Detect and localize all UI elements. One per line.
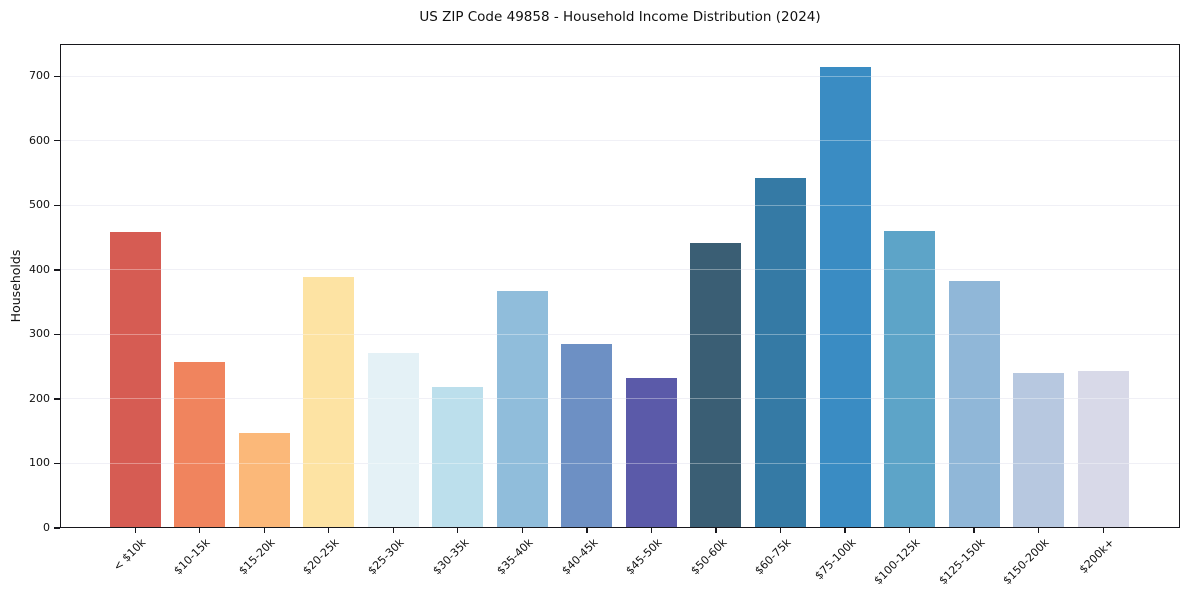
y-tick-mark xyxy=(54,462,60,465)
x-tick-mark xyxy=(973,528,975,533)
x-tick-label: $200k+ xyxy=(1076,536,1117,577)
y-tick-mark xyxy=(54,269,60,271)
x-tick-label: $10-15k xyxy=(171,536,213,578)
axes-frame xyxy=(60,44,1180,528)
y-tick-label: 700 xyxy=(29,69,50,83)
y-tick-mark xyxy=(54,398,60,400)
y-tick-label: 0 xyxy=(43,521,50,534)
x-tick-label: $125-150k xyxy=(936,536,988,588)
y-tick-label: 600 xyxy=(29,133,50,147)
x-tick-mark xyxy=(199,528,201,533)
x-tick-label: $20-25k xyxy=(300,536,342,578)
x-tick-mark xyxy=(908,528,911,533)
x-tick-mark xyxy=(457,528,459,533)
x-tick-label: $60-75k xyxy=(752,536,794,578)
x-tick-mark xyxy=(779,528,782,533)
x-tick-mark xyxy=(1037,528,1040,533)
x-tick-mark xyxy=(263,528,265,533)
y-tick-label: 500 xyxy=(29,198,50,212)
y-axis-label: Households xyxy=(8,249,23,323)
x-tick-label: $150-200k xyxy=(1000,536,1052,588)
x-tick-mark xyxy=(650,528,653,533)
x-tick-label: < $10k xyxy=(110,536,149,574)
y-tick-label: 400 xyxy=(29,262,50,276)
y-tick-label: 100 xyxy=(29,456,50,470)
y-tick-mark xyxy=(54,75,60,77)
y-tick-mark xyxy=(54,527,60,529)
x-tick-label: $40-45k xyxy=(558,536,601,578)
y-tick-mark xyxy=(54,333,60,336)
y-tick-label: 200 xyxy=(29,391,50,405)
x-tick-label: $35-40k xyxy=(494,536,536,578)
y-tick-mark xyxy=(54,140,60,142)
x-tick-mark xyxy=(586,528,588,533)
chart-title: US ZIP Code 49858 - Household Income Dis… xyxy=(419,9,821,25)
x-tick-label: $45-50k xyxy=(623,536,665,578)
y-tick-label: 300 xyxy=(29,327,50,341)
x-tick-label: $15-20k xyxy=(236,536,278,578)
x-tick-mark xyxy=(521,528,524,533)
x-tick-mark xyxy=(715,528,717,533)
x-tick-label: $25-30k xyxy=(365,536,407,578)
x-tick-mark xyxy=(134,528,136,533)
x-tick-mark xyxy=(844,528,846,533)
x-tick-label: $50-60k xyxy=(687,536,730,578)
x-tick-label: $100-125k xyxy=(871,536,923,588)
x-tick-label: $30-35k xyxy=(429,536,472,578)
x-tick-mark xyxy=(1102,528,1104,533)
x-tick-mark xyxy=(392,528,394,533)
x-tick-label: $75-100k xyxy=(812,536,859,583)
x-tick-mark xyxy=(328,528,330,533)
y-tick-mark xyxy=(54,204,60,206)
